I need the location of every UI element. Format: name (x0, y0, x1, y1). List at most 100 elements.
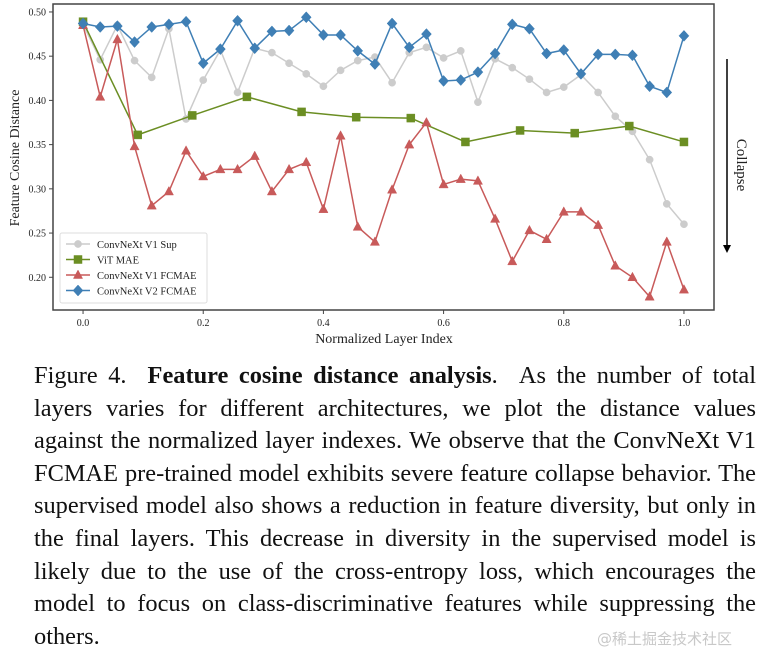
data-point-convnext-v1-sup (680, 220, 688, 229)
y-tick-label: 0.35 (29, 140, 47, 151)
data-point-convnext-v2-fcmae (232, 14, 243, 27)
legend-marker-circle-icon (74, 240, 82, 248)
x-tick-label: 0.6 (437, 318, 450, 329)
caption-body: As the number of total layers varies for… (34, 362, 756, 650)
series-line-vit-mae (82, 21, 685, 143)
data-point-convnext-v1-fcmae (627, 271, 638, 282)
data-point-convnext-v1-fcmae (335, 130, 346, 140)
data-point-convnext-v2-fcmae (644, 80, 655, 93)
x-tick-label: 0.4 (317, 318, 330, 329)
data-point-convnext-v1-fcmae (146, 200, 157, 210)
data-point-convnext-v2-fcmae (112, 20, 123, 32)
data-point-convnext-v1-fcmae (438, 178, 449, 189)
data-point-convnext-v1-fcmae (421, 116, 432, 127)
data-point-convnext-v1-fcmae (593, 219, 604, 229)
data-point-vit-mae (515, 126, 525, 135)
data-point-convnext-v1-sup (645, 155, 654, 164)
caption-title: Feature cosine distance analysis (147, 362, 492, 389)
data-point-vit-mae (351, 112, 361, 122)
series-convnext-v1-sup (79, 20, 688, 229)
data-point-convnext-v2-fcmae (77, 17, 89, 30)
data-point-convnext-v1-fcmae (678, 284, 689, 294)
data-point-convnext-v2-fcmae (592, 48, 604, 61)
data-point-convnext-v1-sup (456, 47, 465, 55)
y-tick-label: 0.20 (29, 273, 47, 284)
data-point-convnext-v1-sup (319, 82, 328, 91)
data-point-convnext-v2-fcmae (300, 11, 312, 24)
y-axis: 0.20 0.25 0.30 0.35 0.40 0.45 0.50 (29, 7, 53, 284)
x-tick-label: 0.0 (77, 318, 90, 329)
x-axis: 0.0 0.2 0.4 0.6 0.8 1.0 (77, 310, 690, 329)
data-point-convnext-v1-fcmae (644, 291, 655, 301)
figure-caption: Figure 4. Feature cosine distance analys… (34, 360, 756, 653)
data-point-convnext-v1-sup (233, 88, 242, 97)
y-axis-label: Feature Cosine Distance (8, 90, 23, 227)
data-point-convnext-v1-fcmae (558, 206, 569, 216)
data-point-vit-mae (679, 137, 689, 147)
data-point-convnext-v2-fcmae (318, 29, 329, 41)
data-point-convnext-v1-sup (353, 56, 362, 65)
data-point-convnext-v1-sup (285, 59, 293, 68)
data-point-convnext-v1-sup (542, 88, 551, 97)
data-point-vit-mae (188, 111, 197, 120)
data-point-convnext-v1-sup (388, 78, 396, 87)
data-point-convnext-v2-fcmae (421, 28, 432, 40)
data-point-convnext-v2-fcmae (249, 42, 261, 55)
data-point-convnext-v1-fcmae (232, 163, 243, 174)
feature-distance-chart: 0.200.250.300.350.400.450.50 0.0 0.2 0.4 0.… (8, 3, 749, 347)
data-point-convnext-v2-fcmae (215, 43, 226, 55)
data-point-convnext-v1-fcmae (541, 233, 552, 243)
data-point-convnext-v1-fcmae (181, 145, 192, 155)
data-point-convnext-v1-fcmae (198, 170, 209, 181)
data-point-convnext-v1-fcmae (524, 224, 535, 235)
legend-label: ConvNeXt V1 FCMAE (97, 271, 197, 282)
data-point-convnext-v2-fcmae (438, 75, 449, 87)
data-point-convnext-v1-sup (147, 73, 156, 82)
x-tick-label: 0.2 (197, 318, 210, 329)
data-point-convnext-v2-fcmae (283, 24, 295, 37)
data-point-convnext-v1-fcmae (163, 185, 174, 196)
data-point-convnext-v1-fcmae (404, 139, 415, 149)
data-point-convnext-v1-fcmae (352, 221, 363, 231)
data-point-vit-mae (297, 107, 306, 117)
data-point-convnext-v2-fcmae (541, 47, 552, 60)
data-point-convnext-v1-sup (268, 48, 276, 57)
legend-label: ConvNeXt V1 Sup (97, 240, 177, 251)
data-point-convnext-v2-fcmae (197, 57, 209, 70)
data-point-convnext-v2-fcmae (369, 58, 381, 71)
y-tick-label: 0.25 (29, 229, 47, 240)
data-point-convnext-v1-fcmae (490, 213, 501, 223)
data-point-convnext-v1-fcmae (284, 163, 295, 174)
data-point-convnext-v2-fcmae (575, 67, 587, 80)
data-point-convnext-v1-fcmae (266, 185, 277, 196)
legend-item-vit-mae: ViT MAE (66, 255, 139, 267)
data-point-convnext-v2-fcmae (489, 47, 501, 60)
x-tick-label: 0.8 (558, 318, 571, 329)
data-point-vit-mae (570, 128, 579, 138)
data-point-vit-mae (461, 137, 470, 147)
data-point-convnext-v2-fcmae (524, 22, 535, 35)
series-convnext-v1-fcmae (78, 19, 689, 301)
data-point-convnext-v1-fcmae (215, 163, 226, 174)
x-tick-label: 1.0 (678, 318, 691, 329)
data-point-convnext-v1-fcmae (318, 203, 329, 213)
data-point-convnext-v1-sup (130, 56, 139, 65)
caption-label: Figure 4. (34, 362, 127, 389)
y-tick-label: 0.50 (29, 7, 47, 18)
y-tick-label: 0.30 (29, 184, 47, 195)
series-line-convnext-v1-sup (82, 23, 685, 225)
collapse-label: Collapse (733, 139, 749, 192)
legend-label: ConvNeXt V2 FCMAE (97, 287, 197, 298)
data-point-convnext-v2-fcmae (661, 86, 673, 99)
data-point-convnext-v2-fcmae (146, 21, 158, 33)
data-point-convnext-v2-fcmae (94, 21, 106, 33)
data-point-convnext-v2-fcmae (678, 29, 690, 42)
data-point-convnext-v1-sup (422, 43, 431, 52)
data-point-convnext-v1-fcmae (249, 150, 260, 160)
legend-box (59, 232, 208, 304)
data-point-convnext-v1-fcmae (610, 260, 621, 270)
data-point-convnext-v2-fcmae (352, 45, 364, 57)
series-convnext-v2-fcmae (77, 11, 690, 99)
data-point-convnext-v1-fcmae (507, 255, 518, 266)
data-point-convnext-v1-sup (439, 54, 448, 62)
